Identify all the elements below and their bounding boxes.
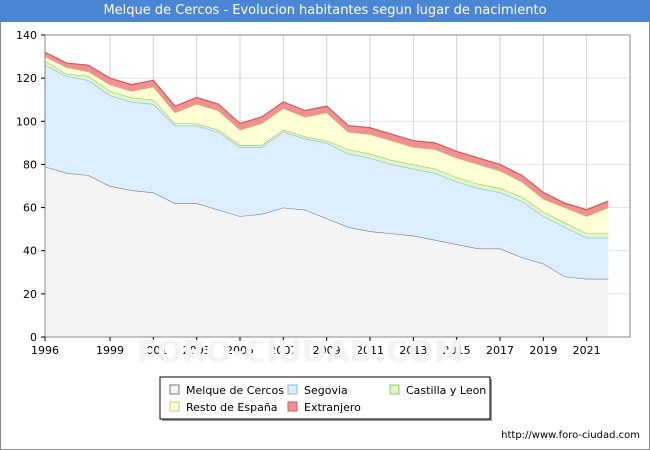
x-tick-label: 2013 bbox=[399, 344, 427, 357]
plot-border bbox=[44, 34, 631, 338]
area-series-4 bbox=[45, 52, 609, 217]
x-tick-label: 2017 bbox=[486, 344, 514, 357]
legend-swatch bbox=[389, 384, 400, 395]
x-tick-label: 2021 bbox=[573, 344, 601, 357]
x-tick-label: 2005 bbox=[226, 344, 254, 357]
x-tick-label: 2003 bbox=[183, 344, 211, 357]
x-tick-label: 2019 bbox=[529, 344, 557, 357]
y-tick-label: 40 bbox=[23, 245, 37, 258]
y-tick-label: 80 bbox=[23, 158, 37, 171]
legend-swatch bbox=[287, 384, 298, 395]
y-tick-label: 120 bbox=[16, 72, 37, 85]
x-tick-label: 1996 bbox=[31, 344, 59, 357]
y-tick-label: 20 bbox=[23, 288, 37, 301]
y-tick-label: 100 bbox=[16, 115, 37, 128]
legend-swatch bbox=[287, 401, 298, 412]
chart-title: Melque de Cercos - Evolucion habitantes … bbox=[0, 0, 650, 22]
x-tick-label: 2011 bbox=[356, 344, 384, 357]
watermark-text: FORO-CIUDAD.COM bbox=[137, 335, 464, 370]
legend-label: Melque de Cercos bbox=[186, 384, 284, 397]
legend-label: Castilla y Leon bbox=[406, 384, 486, 397]
x-tick-label: 2009 bbox=[313, 344, 341, 357]
y-tick-label: 0 bbox=[30, 331, 37, 344]
x-tick-label: 2007 bbox=[269, 344, 297, 357]
legend-label: Extranjero bbox=[304, 401, 361, 414]
legend-swatch bbox=[169, 384, 180, 395]
legend-label: Segovia bbox=[304, 384, 348, 397]
legend-label: Resto de España bbox=[186, 401, 278, 414]
legend-swatch bbox=[169, 401, 180, 412]
x-tick-label: 2001 bbox=[139, 344, 167, 357]
line-series-4 bbox=[44, 51, 609, 211]
legend-box bbox=[159, 376, 491, 420]
source-url[interactable]: http://www.foro-ciudad.com bbox=[501, 430, 640, 441]
y-tick-label: 60 bbox=[23, 202, 37, 215]
y-tick-label: 140 bbox=[16, 29, 37, 42]
area-series-0 bbox=[45, 166, 609, 337]
x-tick-label: 1999 bbox=[96, 344, 124, 357]
area-series-1 bbox=[45, 65, 609, 279]
x-tick-label: 2015 bbox=[443, 344, 471, 357]
area-series-2 bbox=[45, 60, 609, 238]
area-series-3 bbox=[45, 56, 609, 234]
